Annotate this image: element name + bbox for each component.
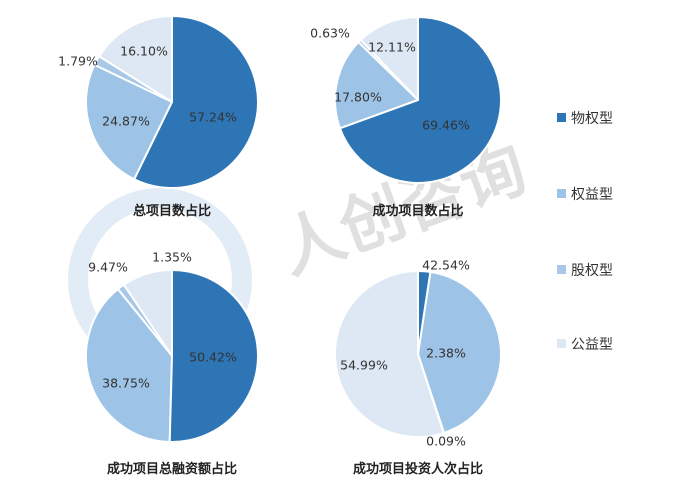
legend-swatch: [557, 189, 566, 198]
legend-label: 公益型: [571, 337, 613, 353]
pie-title: 成功项目总融资额占比: [107, 461, 237, 477]
slice-data-label: 1.79%: [58, 54, 98, 69]
pie-slice: [359, 15, 419, 103]
legend-label: 物权型: [571, 111, 613, 127]
slice-data-label: 1.35%: [152, 250, 192, 265]
slice-data-label: 69.46%: [422, 118, 470, 133]
pie-chart-investor-count: 成功项目投资人次占比 2.38% 42.54% 0.09% 54.99%: [334, 258, 502, 477]
slice-data-label: 2.38%: [426, 346, 466, 361]
slice-data-label: 16.10%: [120, 44, 168, 59]
pie-slice: [416, 270, 502, 435]
legend-label: 股权型: [571, 263, 613, 279]
pie-slice: [338, 15, 502, 184]
legend-swatch: [557, 265, 566, 274]
pie-slice: [85, 63, 174, 181]
pie-slice: [97, 14, 173, 104]
pie-title: 成功项目投资人次占比: [353, 461, 483, 477]
slice-data-label: 24.87%: [102, 114, 150, 129]
slice-data-label: 0.09%: [426, 434, 466, 449]
slice-data-label: 54.99%: [340, 358, 388, 373]
pie-slice: [334, 269, 445, 438]
legend-swatch: [557, 339, 566, 348]
slice-data-label: 12.11%: [368, 40, 416, 55]
pie-slice: [417, 269, 432, 355]
pie-chart-successful-projects: 成功项目数占比 69.46% 17.80% 0.63% 12.11%: [310, 15, 502, 219]
legend-label: 权益型: [571, 187, 613, 203]
pie-title: 成功项目数占比: [372, 203, 463, 219]
slice-data-label: 38.75%: [102, 376, 150, 391]
pie-slice: [85, 287, 174, 443]
pie-chart-financing-amount: 成功项目总融资额占比 50.42% 38.75% 1.35% 9.47%: [85, 250, 260, 477]
slice-data-label: 0.63%: [310, 26, 350, 41]
pie-slice: [168, 268, 260, 443]
slice-data-label: 50.42%: [189, 350, 237, 365]
pie-slice: [132, 14, 259, 189]
slice-data-label: 9.47%: [88, 260, 128, 275]
slice-data-label: 57.24%: [189, 110, 237, 125]
legend-swatch: [557, 113, 566, 122]
pie-chart-total-projects: 总项目数占比 57.24% 24.87% 1.79% 16.10%: [58, 14, 259, 219]
slice-data-label: 17.80%: [334, 90, 382, 105]
legend: 物权型 权益型 股权型 公益型: [557, 111, 613, 353]
pie-title: 总项目数占比: [133, 203, 211, 219]
slice-data-label: 42.54%: [422, 258, 470, 273]
